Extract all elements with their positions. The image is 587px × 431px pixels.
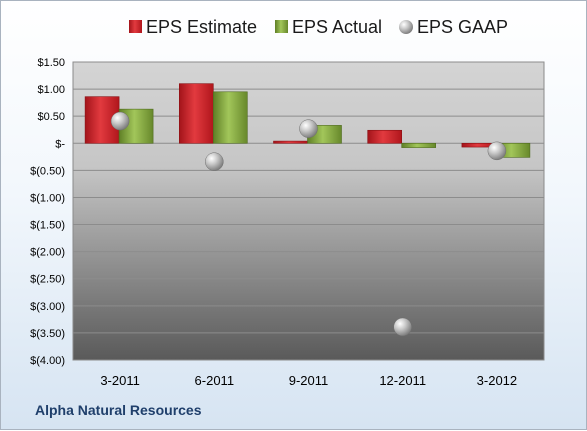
x-category-label: 9-2011 <box>289 373 329 388</box>
bar-eps-actual <box>401 142 437 148</box>
y-tick-label: $(4.00) <box>30 355 65 367</box>
marker-eps-gaap <box>487 141 507 161</box>
legend-marker-eps-gaap <box>399 20 413 34</box>
gaap-markers <box>110 111 507 337</box>
y-tick-label: $(1.00) <box>30 192 65 204</box>
marker-eps-gaap <box>110 111 130 131</box>
plot-area <box>72 61 545 361</box>
legend-label-eps-estimate: EPS Estimate <box>146 17 257 37</box>
y-tick-label: $(3.50) <box>30 328 65 340</box>
bar-eps-estimate <box>179 83 214 144</box>
x-axis: 3-2011 6-2011 9-2011 12-2011 3-2012 <box>100 373 517 388</box>
legend-label-eps-gaap: EPS GAAP <box>417 17 508 37</box>
marker-eps-gaap <box>205 152 224 171</box>
legend: EPS Estimate EPS Actual EPS GAAP <box>129 17 508 37</box>
y-tick-label: $(3.00) <box>30 301 65 313</box>
x-category-label: 6-2011 <box>195 373 235 388</box>
x-category-label: 12-2011 <box>379 373 426 388</box>
legend-label-eps-actual: EPS Actual <box>292 17 382 37</box>
y-tick-label: $(1.50) <box>30 220 65 232</box>
legend-swatch-eps-actual <box>275 20 288 33</box>
y-tick-label: $0.50 <box>37 111 65 123</box>
x-category-label: 3-2012 <box>477 373 517 388</box>
bar-eps-actual <box>213 91 248 144</box>
y-tick-label: $1.00 <box>37 84 65 96</box>
y-tick-label: $(2.50) <box>30 274 65 286</box>
company-name: Alpha Natural Resources <box>35 402 202 418</box>
y-tick-label: $1.50 <box>37 57 65 69</box>
bar-eps-estimate <box>273 140 308 144</box>
legend-swatch-eps-estimate <box>129 20 142 33</box>
bar-eps-estimate <box>367 129 403 144</box>
marker-eps-gaap <box>393 317 412 337</box>
y-tick-label: $(0.50) <box>30 165 65 177</box>
y-axis: $1.50 $1.00 $0.50 $- $(0.50) $(1.00) $(1.50) $(… <box>30 57 65 367</box>
y-tick-label: $- <box>55 138 65 150</box>
marker-eps-gaap <box>299 119 318 138</box>
x-category-label: 3-2011 <box>100 373 140 388</box>
y-tick-label: $(2.00) <box>30 247 65 259</box>
